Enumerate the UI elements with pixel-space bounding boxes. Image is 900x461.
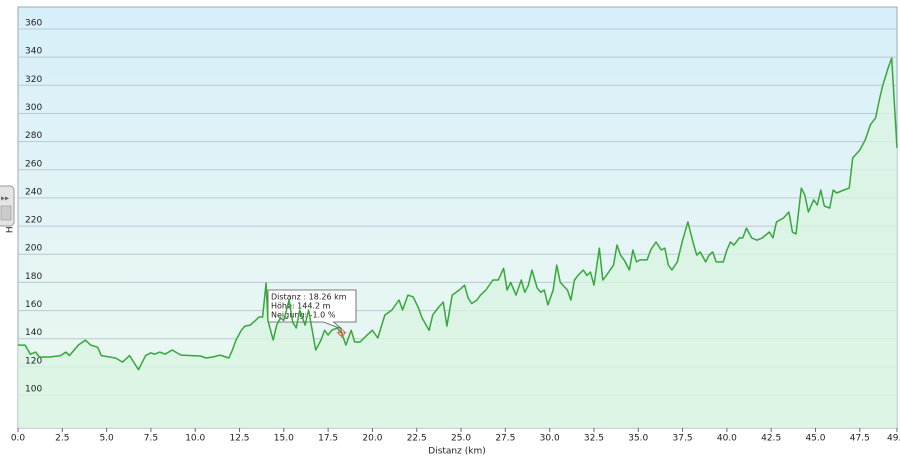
x-tick-label: 49.6 [887, 434, 900, 444]
x-tick-label: 5.0 [99, 434, 114, 444]
x-tick-label: 45.0 [805, 434, 825, 444]
y-tick-label: 160 [25, 300, 42, 310]
x-tick-label: 10.0 [185, 434, 205, 444]
ticks: 100 120 140 160 180 200 220 240 260 280 300 320 340 3… [11, 18, 900, 443]
y-tick-label: 120 [25, 356, 42, 366]
x-tick-label: 37.5 [673, 434, 693, 444]
y-tick-label: 240 [25, 187, 42, 197]
tooltip-line: Neigung: -1.0 % [271, 311, 336, 320]
x-axis-title: Distanz (km) [428, 447, 485, 457]
elevation-line [18, 57, 898, 371]
x-tick-label: 12.5 [229, 434, 249, 444]
x-tick-label: 30.0 [540, 434, 560, 444]
x-tick-label: 7.5 [144, 434, 158, 444]
svg-text:▸▸: ▸▸ [1, 194, 9, 203]
x-tick-label: 47.5 [850, 434, 870, 444]
y-tick-label: 200 [25, 244, 42, 254]
x-tick-label: 17.5 [318, 434, 338, 444]
y-tick-label: 100 [25, 385, 42, 395]
x-tick-label: 27.5 [495, 434, 515, 444]
y-tick-label: 280 [25, 131, 42, 141]
y-tick-label: 180 [25, 272, 42, 282]
tooltip-line: Höhe: 144.2 m [271, 302, 331, 311]
side-widget[interactable]: ▸▸ [0, 185, 15, 227]
x-tick-label: 20.0 [362, 434, 382, 444]
y-tick-label: 320 [25, 75, 42, 85]
x-tick-label: 25.0 [451, 434, 471, 444]
x-tick-label: 32.5 [584, 434, 604, 444]
area-fill [18, 58, 897, 428]
x-tick-label: 40.0 [717, 434, 737, 444]
y-tick-label: 260 [25, 159, 42, 169]
x-tick-label: 35.0 [628, 434, 648, 444]
tooltip-line: Distanz : 18.26 km [271, 293, 347, 302]
x-tick-label: 22.5 [407, 434, 427, 444]
x-tick-label: 2.5 [55, 434, 69, 444]
y-tick-label: 340 [25, 47, 42, 57]
tooltip-box [267, 289, 357, 330]
x-tick-label: 42.5 [761, 434, 781, 444]
y-tick-label: 140 [25, 328, 42, 338]
x-tick-label: 0.0 [11, 434, 26, 444]
x-tick-label: 15.0 [274, 434, 294, 444]
y-tick-label: 220 [25, 216, 42, 226]
area-layer [18, 58, 897, 428]
y-tick-label: 300 [25, 103, 42, 113]
y-tick-label: 360 [25, 18, 42, 28]
